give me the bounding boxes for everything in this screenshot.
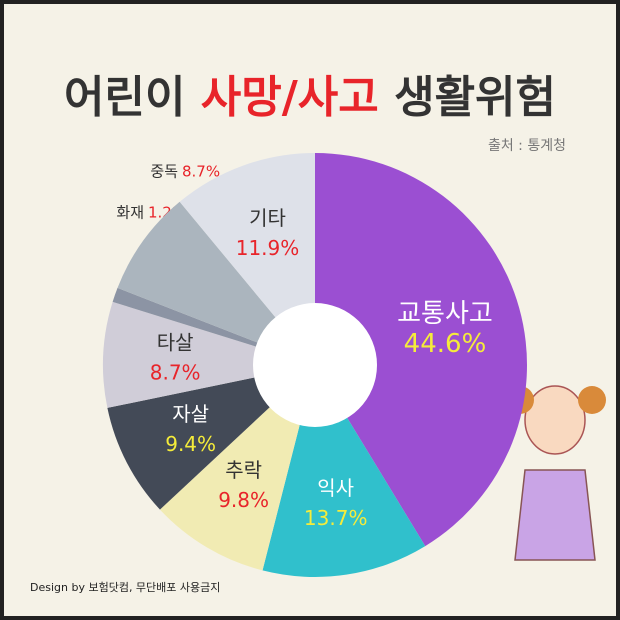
donut-slice [107, 365, 315, 510]
value-label: 9.4% [165, 432, 216, 456]
donut-hole [253, 303, 377, 427]
value-label: 8.7% [182, 163, 220, 181]
slice-label: 교통사고 [397, 299, 493, 329]
title-suffix: 생활위험 [394, 72, 556, 123]
value-label: 13.7% [304, 506, 368, 530]
donut-slice [103, 301, 315, 408]
title-prefix: 어린이 [64, 72, 185, 123]
source: 출처 : 통계청 [488, 138, 566, 154]
slice-label: 추락 [225, 458, 262, 482]
slice-label: 자살 [172, 402, 209, 426]
donut-slice [315, 153, 527, 547]
slice-label: 화재 [116, 204, 144, 222]
value-label: 9.8% [218, 488, 269, 512]
chart-title: 어린이 사망/사고 생활위험 [64, 72, 556, 123]
slice-label: 기타 [249, 206, 286, 230]
slice-label: 타살 [157, 331, 194, 355]
slice-label: 중독 [150, 163, 178, 181]
value-label: 44.6% [404, 329, 487, 359]
value-label: 8.7% [150, 361, 201, 385]
donut-slice [179, 153, 315, 365]
donut-slice [117, 201, 315, 365]
slice-label: 익사 [317, 476, 354, 500]
donut-slice [159, 365, 315, 571]
title-highlight: 사망/사고 [201, 72, 379, 123]
illustration [506, 385, 606, 561]
footer: Design by 보험닷컴, 무단배포 사용금지 [30, 581, 220, 594]
value-label: 11.9% [236, 236, 300, 260]
